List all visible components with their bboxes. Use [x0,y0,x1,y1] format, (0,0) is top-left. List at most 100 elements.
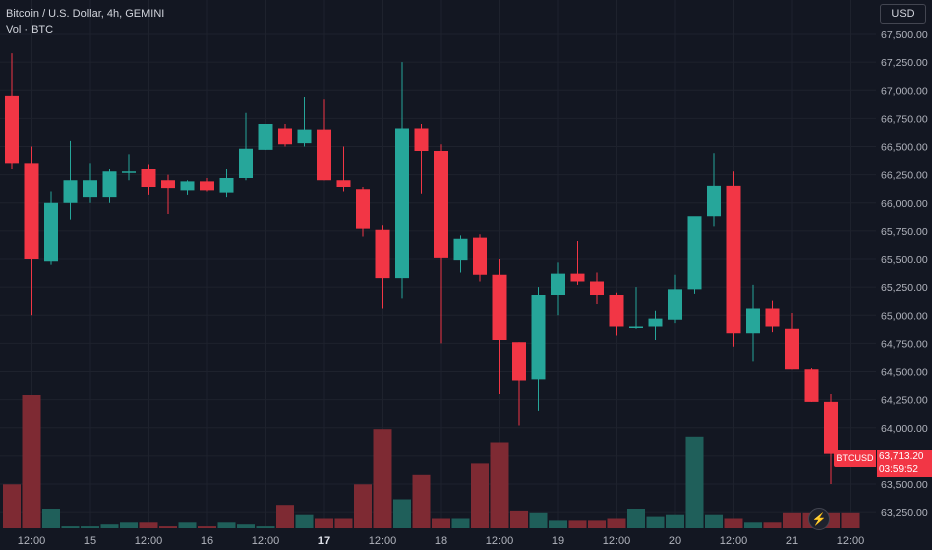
candle-body [824,401,838,454]
price-tick-label: 65,500.00 [881,254,928,266]
candle-body [473,237,487,275]
volume-bar [22,395,41,528]
volume-bar [42,509,60,528]
volume-bar [315,518,333,528]
volume-bar [81,526,99,528]
time-tick-label: 15 [84,535,96,547]
candle-body [336,180,351,187]
candle-body [746,308,760,334]
price-tick-label: 65,250.00 [881,282,928,294]
candle-body [5,95,19,164]
candle-body [804,369,819,402]
candle-body [707,185,721,217]
price-tick-label: 64,000.00 [881,423,928,435]
volume-bar [412,474,431,528]
candle-body [434,151,448,258]
time-tick-label: 19 [552,535,564,547]
volume-indicator-label: Vol · BTC [6,24,54,36]
volume-bar [568,520,587,528]
candle-body [726,185,741,334]
volume-bars [3,395,860,528]
time-tick-label: 12:00 [252,535,280,547]
time-tick-label: 20 [669,535,681,547]
candle-body [44,202,58,262]
volume-bar [549,520,567,528]
price-tick-label: 63,500.00 [881,479,928,491]
volume-bar [666,514,684,528]
candle-body [395,128,409,279]
volume-bar [744,522,762,528]
candle-body [590,281,604,295]
volume-bar [705,514,723,528]
price-tick-label: 66,250.00 [881,170,928,182]
candle-body [102,171,117,198]
candle-body [24,163,39,259]
candle-body [668,289,682,320]
volume-bar [724,518,743,528]
volume-bar [451,518,470,528]
candle-body [492,274,507,340]
volume-bar [646,516,665,528]
time-tick-label: 12:00 [369,535,397,547]
time-tick-label: 18 [435,535,447,547]
candle-body [687,216,702,290]
volume-bar [529,512,548,528]
candle-body [531,295,546,380]
last-price-value: 63,713.20 [879,451,924,462]
time-tick-label: 12:00 [720,535,748,547]
price-tick-label: 66,000.00 [881,198,928,210]
time-tick-label: 12:00 [837,535,865,547]
candle-body [278,128,292,145]
time-tick-label: 12:00 [603,535,631,547]
candle-body [83,180,97,198]
lightning-icon[interactable]: ⚡ [808,508,830,530]
candle-body [317,129,331,181]
grid-lines [0,0,876,528]
volume-bar [100,524,119,528]
time-tick-label: 12:00 [18,535,46,547]
candle-body [453,238,468,261]
price-tick-label: 66,500.00 [881,142,928,154]
price-tick-label: 66,750.00 [881,113,928,125]
time-tick-label: 12:00 [135,535,163,547]
volume-bar [685,436,704,528]
bar-countdown: 03:59:52 [879,464,918,475]
volume-bar [334,518,353,528]
candle-body [63,180,78,203]
candle-body [356,189,370,229]
volume-bar [217,522,236,528]
volume-bar [120,522,138,528]
time-tick-label: 16 [201,535,213,547]
time-tick-label: 12:00 [486,535,514,547]
price-tick-label: 63,250.00 [881,507,928,519]
volume-bar [139,522,158,528]
candle-body [785,328,799,370]
volume-bar [159,526,177,528]
volume-bar [510,510,528,528]
price-tick-label: 64,500.00 [881,367,928,379]
volume-bar [61,526,80,528]
volume-bar [471,463,489,528]
volume-bar [354,484,372,528]
volume-bar [393,499,411,528]
volume-bar [276,505,294,528]
candle-body [141,169,156,187]
currency-selector[interactable]: USD [880,4,926,24]
candlesticks [5,53,858,484]
candle-body [551,273,565,295]
candle-body [765,308,780,327]
price-tick-label: 64,250.00 [881,395,928,407]
price-tick-label: 65,000.00 [881,310,928,322]
candle-body [375,229,390,279]
time-axis-labels: 12:00 15 12:00 16 12:00 17 12:00 18 12:00 19 12:00… [18,535,865,547]
volume-bar [432,518,450,528]
time-tick-label: 21 [786,535,798,547]
price-axis-labels: 67,500.00 67,250.00 67,000.00 66,750.00 66,5… [881,29,928,519]
volume-bar [627,509,645,528]
candle-body [512,342,526,381]
chart-legend: Bitcoin / U.S. Dollar, 4h, GEMINI Vol · … [6,6,164,38]
volume-bar [373,429,392,528]
candle-body [122,171,136,173]
volume-bar [3,484,21,528]
